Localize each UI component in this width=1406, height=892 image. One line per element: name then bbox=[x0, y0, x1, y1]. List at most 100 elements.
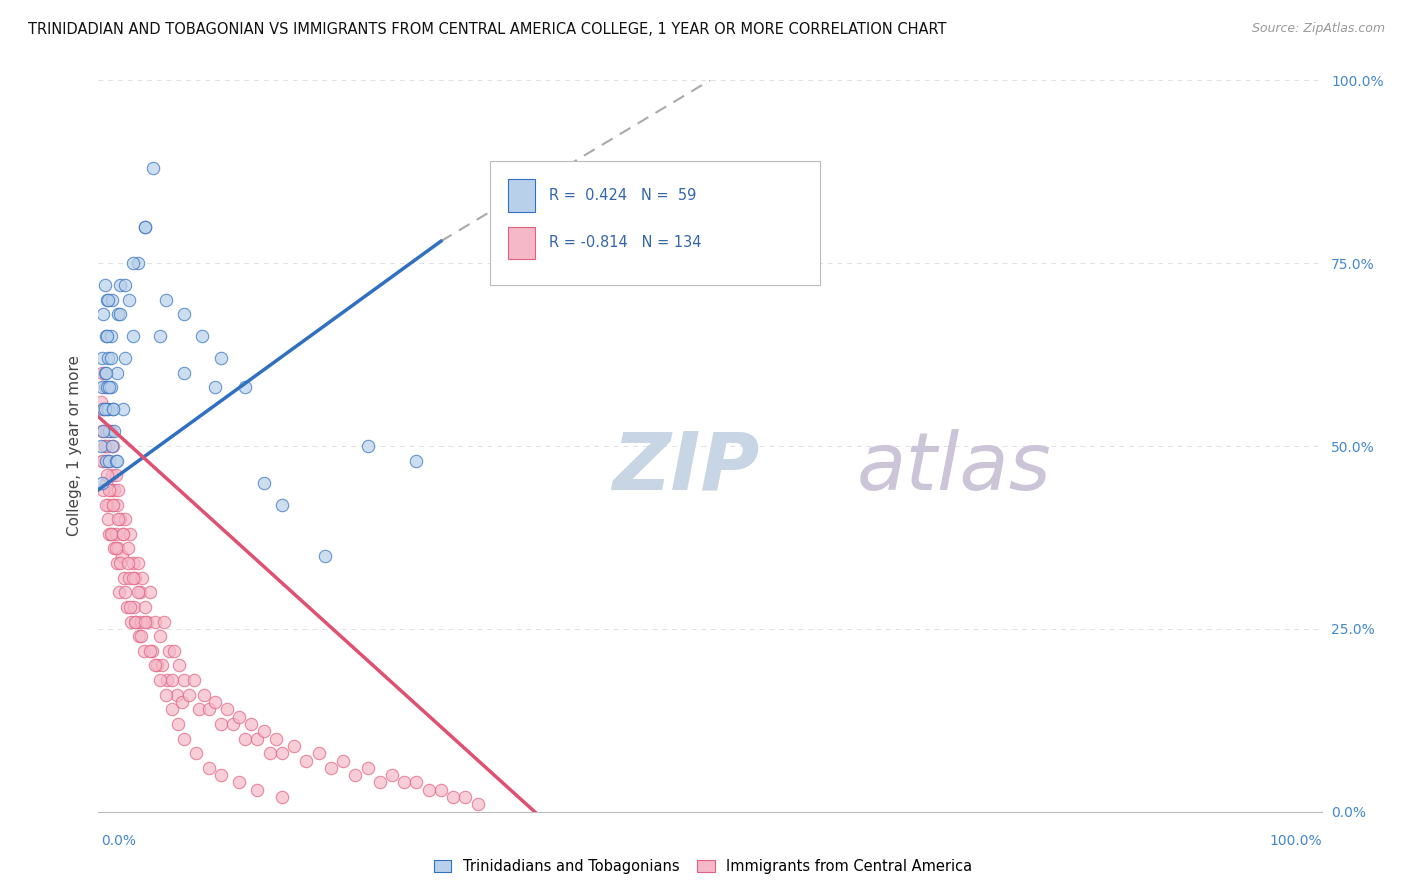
Point bbox=[114, 351, 136, 366]
Point bbox=[215, 702, 238, 716]
Point bbox=[441, 790, 464, 805]
Point bbox=[156, 673, 179, 687]
Point bbox=[105, 366, 128, 380]
Point bbox=[186, 746, 208, 760]
Point bbox=[105, 453, 128, 467]
Point bbox=[94, 475, 117, 490]
Point bbox=[111, 526, 134, 541]
Point bbox=[101, 468, 124, 483]
Point bbox=[173, 307, 195, 321]
Point bbox=[430, 782, 453, 797]
Point bbox=[101, 498, 124, 512]
Point bbox=[167, 717, 190, 731]
Point bbox=[149, 329, 172, 343]
Point bbox=[314, 549, 336, 563]
Point bbox=[141, 644, 163, 658]
Point bbox=[129, 585, 152, 599]
Point bbox=[100, 380, 122, 394]
Point bbox=[166, 688, 188, 702]
Point bbox=[134, 219, 156, 234]
Text: Source: ZipAtlas.com: Source: ZipAtlas.com bbox=[1251, 22, 1385, 36]
Point bbox=[191, 329, 214, 343]
Point bbox=[93, 439, 115, 453]
Point bbox=[129, 615, 152, 629]
Point bbox=[163, 644, 186, 658]
Point bbox=[356, 439, 378, 453]
Point bbox=[204, 695, 226, 709]
Point bbox=[121, 329, 143, 343]
Point bbox=[105, 556, 128, 570]
Point bbox=[91, 425, 114, 439]
Point bbox=[125, 615, 148, 629]
Point bbox=[173, 731, 195, 746]
Point bbox=[264, 731, 287, 746]
Point bbox=[270, 790, 294, 805]
Point bbox=[111, 549, 134, 563]
Point bbox=[246, 782, 269, 797]
Point bbox=[93, 278, 115, 293]
Point bbox=[96, 293, 118, 307]
Point bbox=[91, 425, 114, 439]
Point bbox=[204, 380, 226, 394]
Point bbox=[173, 673, 195, 687]
Point bbox=[270, 498, 294, 512]
Point bbox=[209, 768, 232, 782]
Text: R = -0.814   N = 134: R = -0.814 N = 134 bbox=[548, 235, 702, 250]
Point bbox=[131, 571, 153, 585]
Point bbox=[100, 483, 122, 497]
Point bbox=[112, 571, 135, 585]
Point bbox=[98, 483, 121, 497]
Point bbox=[332, 754, 354, 768]
Point bbox=[110, 512, 132, 526]
Point bbox=[149, 629, 172, 643]
Point bbox=[91, 453, 114, 467]
Point bbox=[233, 731, 256, 746]
Point bbox=[143, 615, 166, 629]
Point bbox=[97, 512, 120, 526]
Point bbox=[91, 351, 114, 366]
Point bbox=[110, 556, 132, 570]
Point bbox=[136, 615, 159, 629]
Point bbox=[128, 629, 150, 643]
Point bbox=[160, 673, 183, 687]
Point bbox=[111, 526, 134, 541]
Point bbox=[101, 402, 124, 417]
Point bbox=[96, 468, 118, 483]
Point bbox=[94, 425, 117, 439]
Point bbox=[101, 498, 124, 512]
Point bbox=[96, 402, 118, 417]
Point bbox=[101, 439, 124, 453]
Point bbox=[233, 380, 256, 394]
Point bbox=[228, 775, 250, 789]
Point bbox=[454, 790, 477, 805]
Point bbox=[91, 380, 114, 394]
Point bbox=[96, 329, 118, 343]
Point bbox=[381, 768, 404, 782]
Point bbox=[129, 629, 152, 643]
Point bbox=[107, 512, 129, 526]
Point bbox=[93, 402, 115, 417]
Point bbox=[110, 307, 132, 321]
Point bbox=[100, 526, 122, 541]
Point bbox=[122, 599, 145, 614]
Point bbox=[94, 329, 117, 343]
Point bbox=[91, 453, 114, 467]
Point bbox=[91, 307, 114, 321]
Point bbox=[98, 526, 121, 541]
Point bbox=[101, 439, 124, 453]
Point bbox=[90, 439, 112, 453]
Point bbox=[170, 695, 193, 709]
Point bbox=[143, 658, 166, 673]
Point bbox=[246, 731, 269, 746]
Point bbox=[308, 746, 330, 760]
Point bbox=[127, 556, 149, 570]
Point bbox=[368, 775, 391, 789]
Point bbox=[97, 402, 120, 417]
Point bbox=[155, 688, 177, 702]
Point bbox=[104, 526, 127, 541]
Point bbox=[222, 717, 245, 731]
Point bbox=[177, 688, 200, 702]
Point bbox=[93, 439, 115, 453]
Point bbox=[283, 739, 305, 753]
Point bbox=[146, 658, 169, 673]
